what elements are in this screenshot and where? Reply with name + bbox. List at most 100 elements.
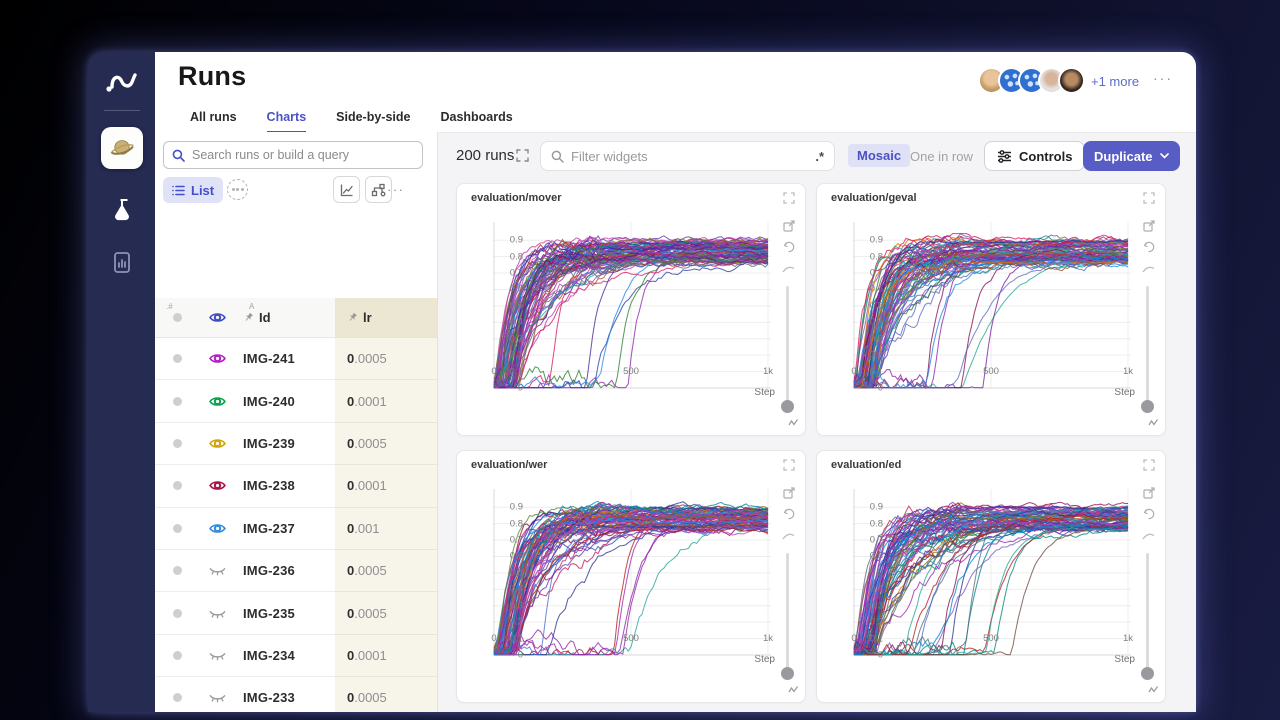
layout-one-in-row-button[interactable]: One in row: [910, 149, 973, 164]
sparkline-icon[interactable]: [1148, 685, 1159, 694]
export-panel-icon[interactable]: [1143, 220, 1155, 232]
expand-icon[interactable]: [516, 149, 529, 162]
sparkline-icon[interactable]: [788, 418, 799, 427]
run-id[interactable]: IMG-238: [243, 478, 295, 494]
run-row-IMG-235[interactable]: IMG-235 0.0005: [155, 592, 437, 635]
run-id[interactable]: IMG-233: [243, 690, 295, 706]
tab-dashboards[interactable]: Dashboards: [440, 110, 513, 124]
run-id[interactable]: IMG-239: [243, 435, 295, 451]
fullscreen-icon[interactable]: [783, 459, 795, 471]
run-select-dot[interactable]: [172, 354, 182, 364]
run-select-dot[interactable]: [172, 650, 182, 660]
more-members-link[interactable]: +1 more: [1091, 74, 1140, 89]
run-select-dot[interactable]: [172, 438, 182, 448]
undo-icon[interactable]: [783, 508, 795, 520]
smoothing-slider-track[interactable]: [786, 553, 789, 675]
runs-search-input[interactable]: Search runs or build a query: [163, 141, 423, 169]
chart-panel-evaluation-mover[interactable]: evaluation/mover Step00.10.20.30.40.50.6…: [456, 183, 806, 436]
smoothing-icon[interactable]: [1142, 265, 1155, 273]
duplicate-button[interactable]: Duplicate: [1083, 141, 1180, 171]
controls-button[interactable]: Controls: [984, 141, 1086, 171]
smoothing-icon[interactable]: [1142, 532, 1155, 540]
smoothing-slider-track[interactable]: [1146, 553, 1149, 675]
sparkline-icon[interactable]: [1148, 418, 1159, 427]
smoothing-icon[interactable]: [782, 265, 795, 273]
smoothing-slider-handle[interactable]: [781, 400, 794, 413]
tab-all-runs[interactable]: All runs: [190, 110, 237, 124]
run-row-IMG-239[interactable]: IMG-239 0.0005: [155, 422, 437, 466]
run-select-dot[interactable]: [172, 566, 182, 576]
undo-icon[interactable]: [1143, 241, 1155, 253]
run-select-dot[interactable]: [172, 608, 182, 618]
avatar[interactable]: [1018, 67, 1045, 94]
sidebar-item-reports[interactable]: [112, 251, 132, 275]
sidebar-item-project[interactable]: [100, 127, 143, 169]
smoothing-slider-handle[interactable]: [1141, 400, 1154, 413]
eye-open-icon[interactable]: [199, 395, 235, 408]
chart-plot[interactable]: [493, 485, 771, 663]
run-select-dot[interactable]: [172, 396, 182, 406]
id-column-header[interactable]: A Id: [235, 302, 335, 325]
tab-side-by-side[interactable]: Side-by-side: [336, 110, 411, 124]
run-id[interactable]: IMG-240: [243, 393, 295, 409]
view-mode-list-button[interactable]: List: [163, 177, 224, 203]
fullscreen-icon[interactable]: [783, 192, 795, 204]
run-select-dot[interactable]: [172, 693, 182, 703]
chart-panel-evaluation-wer[interactable]: evaluation/wer Step00.10.20.30.40.50.60.…: [456, 450, 806, 703]
sweep-view-button[interactable]: [365, 176, 392, 203]
runs-panel-overflow-menu[interactable]: ···: [387, 182, 405, 197]
eye-closed-icon[interactable]: [199, 692, 235, 703]
eye-open-icon[interactable]: [199, 479, 235, 492]
chart-plot[interactable]: [493, 218, 771, 396]
fullscreen-icon[interactable]: [1143, 459, 1155, 471]
group-runs-icon[interactable]: [227, 179, 248, 200]
fullscreen-icon[interactable]: [1143, 192, 1155, 204]
chart-panel-evaluation-geval[interactable]: evaluation/geval Step00.10.20.30.40.50.6…: [816, 183, 1166, 436]
run-row-IMG-233[interactable]: IMG-233 0.0005: [155, 677, 437, 712]
sparkline-icon[interactable]: [788, 685, 799, 694]
smoothing-slider-handle[interactable]: [1141, 667, 1154, 680]
undo-icon[interactable]: [783, 241, 795, 253]
run-id[interactable]: IMG-241: [243, 351, 295, 367]
chart-plot[interactable]: [853, 485, 1131, 663]
run-id[interactable]: IMG-237: [243, 520, 295, 536]
eye-closed-icon[interactable]: [199, 608, 235, 619]
sidebar-item-experiments[interactable]: [110, 197, 134, 223]
eye-closed-icon[interactable]: [199, 565, 235, 576]
regex-toggle[interactable]: .*: [815, 148, 824, 164]
export-panel-icon[interactable]: [1143, 487, 1155, 499]
run-select-dot[interactable]: [172, 481, 182, 491]
line-chart-view-button[interactable]: [333, 176, 360, 203]
smoothing-slider-track[interactable]: [786, 286, 789, 408]
run-id[interactable]: IMG-234: [243, 647, 295, 663]
wandb-logo-icon[interactable]: [104, 68, 140, 96]
avatar-stack[interactable]: [978, 67, 1085, 95]
export-panel-icon[interactable]: [783, 487, 795, 499]
filter-widgets-input[interactable]: Filter widgets .*: [540, 141, 835, 171]
run-row-IMG-234[interactable]: IMG-234 0.0001: [155, 634, 437, 678]
run-row-IMG-237[interactable]: IMG-237 0.001: [155, 507, 437, 550]
run-select-dot[interactable]: [172, 523, 182, 533]
eye-open-icon[interactable]: [199, 437, 235, 450]
eye-closed-icon[interactable]: [199, 650, 235, 661]
undo-icon[interactable]: [1143, 508, 1155, 520]
select-column-header[interactable]: [155, 313, 199, 322]
visibility-column-header[interactable]: [199, 311, 235, 324]
layout-mosaic-button[interactable]: Mosaic: [848, 144, 911, 167]
export-panel-icon[interactable]: [783, 220, 795, 232]
chart-plot[interactable]: [853, 218, 1131, 396]
smoothing-slider-track[interactable]: [1146, 286, 1149, 408]
chart-panel-evaluation-ed[interactable]: evaluation/ed Step00.10.20.30.40.50.60.7…: [816, 450, 1166, 703]
eye-open-icon[interactable]: [199, 522, 235, 535]
header-overflow-menu[interactable]: ···: [1153, 70, 1173, 86]
avatar[interactable]: [1058, 67, 1085, 94]
run-row-IMG-240[interactable]: IMG-240 0.0001: [155, 380, 437, 423]
avatar[interactable]: [998, 67, 1025, 94]
run-row-IMG-241[interactable]: IMG-241 0.0005: [155, 338, 437, 381]
run-id[interactable]: IMG-236: [243, 563, 295, 579]
smoothing-icon[interactable]: [782, 532, 795, 540]
tab-charts[interactable]: Charts: [266, 110, 307, 133]
lr-column-header[interactable]: .# lr: [166, 298, 437, 338]
run-row-IMG-236[interactable]: IMG-236 0.0005: [155, 549, 437, 593]
smoothing-slider-handle[interactable]: [781, 667, 794, 680]
